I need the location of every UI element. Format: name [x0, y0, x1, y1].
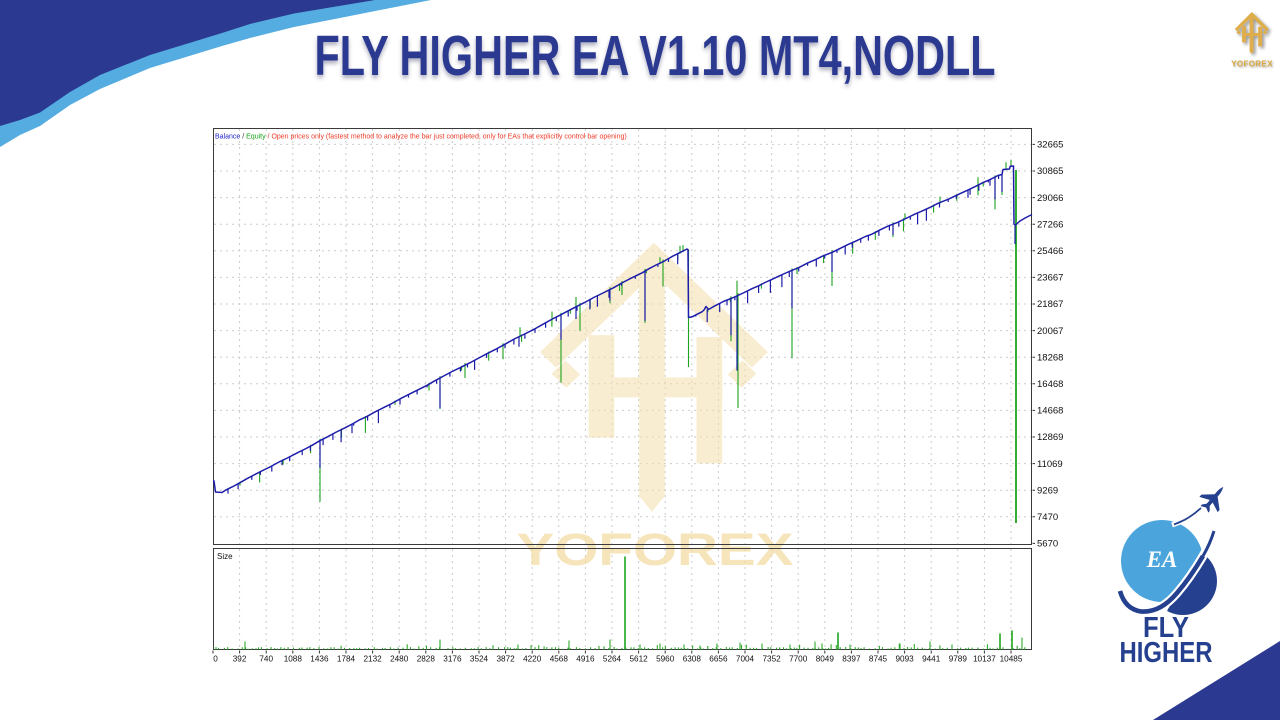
svg-text:4220: 4220 [523, 655, 542, 664]
svg-text:3176: 3176 [443, 655, 462, 664]
svg-text:32665: 32665 [1037, 140, 1063, 151]
svg-text:8397: 8397 [842, 655, 861, 664]
svg-text:14668: 14668 [1037, 406, 1063, 417]
svg-text:392: 392 [233, 655, 247, 664]
svg-text:7470: 7470 [1037, 512, 1058, 523]
svg-text:18268: 18268 [1037, 352, 1063, 363]
svg-text:0: 0 [213, 655, 218, 664]
svg-text:FLY: FLY [1143, 612, 1189, 644]
svg-text:4916: 4916 [576, 655, 595, 664]
svg-text:2828: 2828 [417, 655, 436, 664]
svg-text:25466: 25466 [1037, 246, 1063, 257]
svg-text:7700: 7700 [789, 655, 808, 664]
svg-text:2480: 2480 [390, 655, 409, 664]
svg-text:EA: EA [1146, 547, 1178, 572]
svg-text:7004: 7004 [736, 655, 755, 664]
svg-text:3872: 3872 [496, 655, 515, 664]
svg-text:6308: 6308 [683, 655, 702, 664]
svg-text:10137: 10137 [973, 655, 996, 664]
svg-text:2132: 2132 [363, 655, 382, 664]
svg-text:30865: 30865 [1037, 166, 1063, 177]
svg-text:3524: 3524 [470, 655, 489, 664]
svg-text:5264: 5264 [603, 655, 622, 664]
svg-text:9789: 9789 [949, 655, 968, 664]
svg-text:16468: 16468 [1037, 379, 1063, 390]
svg-text:10485: 10485 [1000, 655, 1023, 664]
svg-text:YOFOREX: YOFOREX [1231, 60, 1273, 69]
svg-text:6656: 6656 [709, 655, 728, 664]
svg-text:12869: 12869 [1037, 432, 1063, 443]
svg-text:1088: 1088 [284, 655, 303, 664]
svg-text:YOFOREX: YOFOREX [517, 524, 794, 575]
svg-text:HIGHER: HIGHER [1120, 637, 1213, 669]
svg-text:11069: 11069 [1037, 459, 1063, 470]
svg-text:1784: 1784 [337, 655, 356, 664]
svg-text:23667: 23667 [1037, 273, 1063, 284]
svg-text:29066: 29066 [1037, 193, 1063, 204]
svg-text:5960: 5960 [656, 655, 675, 664]
svg-text:21867: 21867 [1037, 299, 1063, 310]
svg-text:740: 740 [259, 655, 273, 664]
svg-text:4568: 4568 [550, 655, 569, 664]
svg-text:Balance / Equity / Open prices: Balance / Equity / Open prices only (fas… [215, 134, 627, 141]
svg-text:9441: 9441 [922, 655, 941, 664]
svg-text:20067: 20067 [1037, 326, 1063, 337]
svg-text:5612: 5612 [629, 655, 648, 664]
svg-text:27266: 27266 [1037, 219, 1063, 230]
svg-text:8745: 8745 [869, 655, 888, 664]
svg-text:5670: 5670 [1037, 539, 1058, 550]
svg-text:9269: 9269 [1037, 485, 1058, 496]
svg-text:8049: 8049 [816, 655, 835, 664]
svg-text:1436: 1436 [310, 655, 329, 664]
svg-text:9093: 9093 [895, 655, 914, 664]
svg-text:FLY HIGHER EA V1.10 MT4,NODLL: FLY HIGHER EA V1.10 MT4,NODLL [315, 24, 996, 88]
svg-text:Size: Size [217, 552, 233, 561]
svg-text:7352: 7352 [762, 655, 781, 664]
